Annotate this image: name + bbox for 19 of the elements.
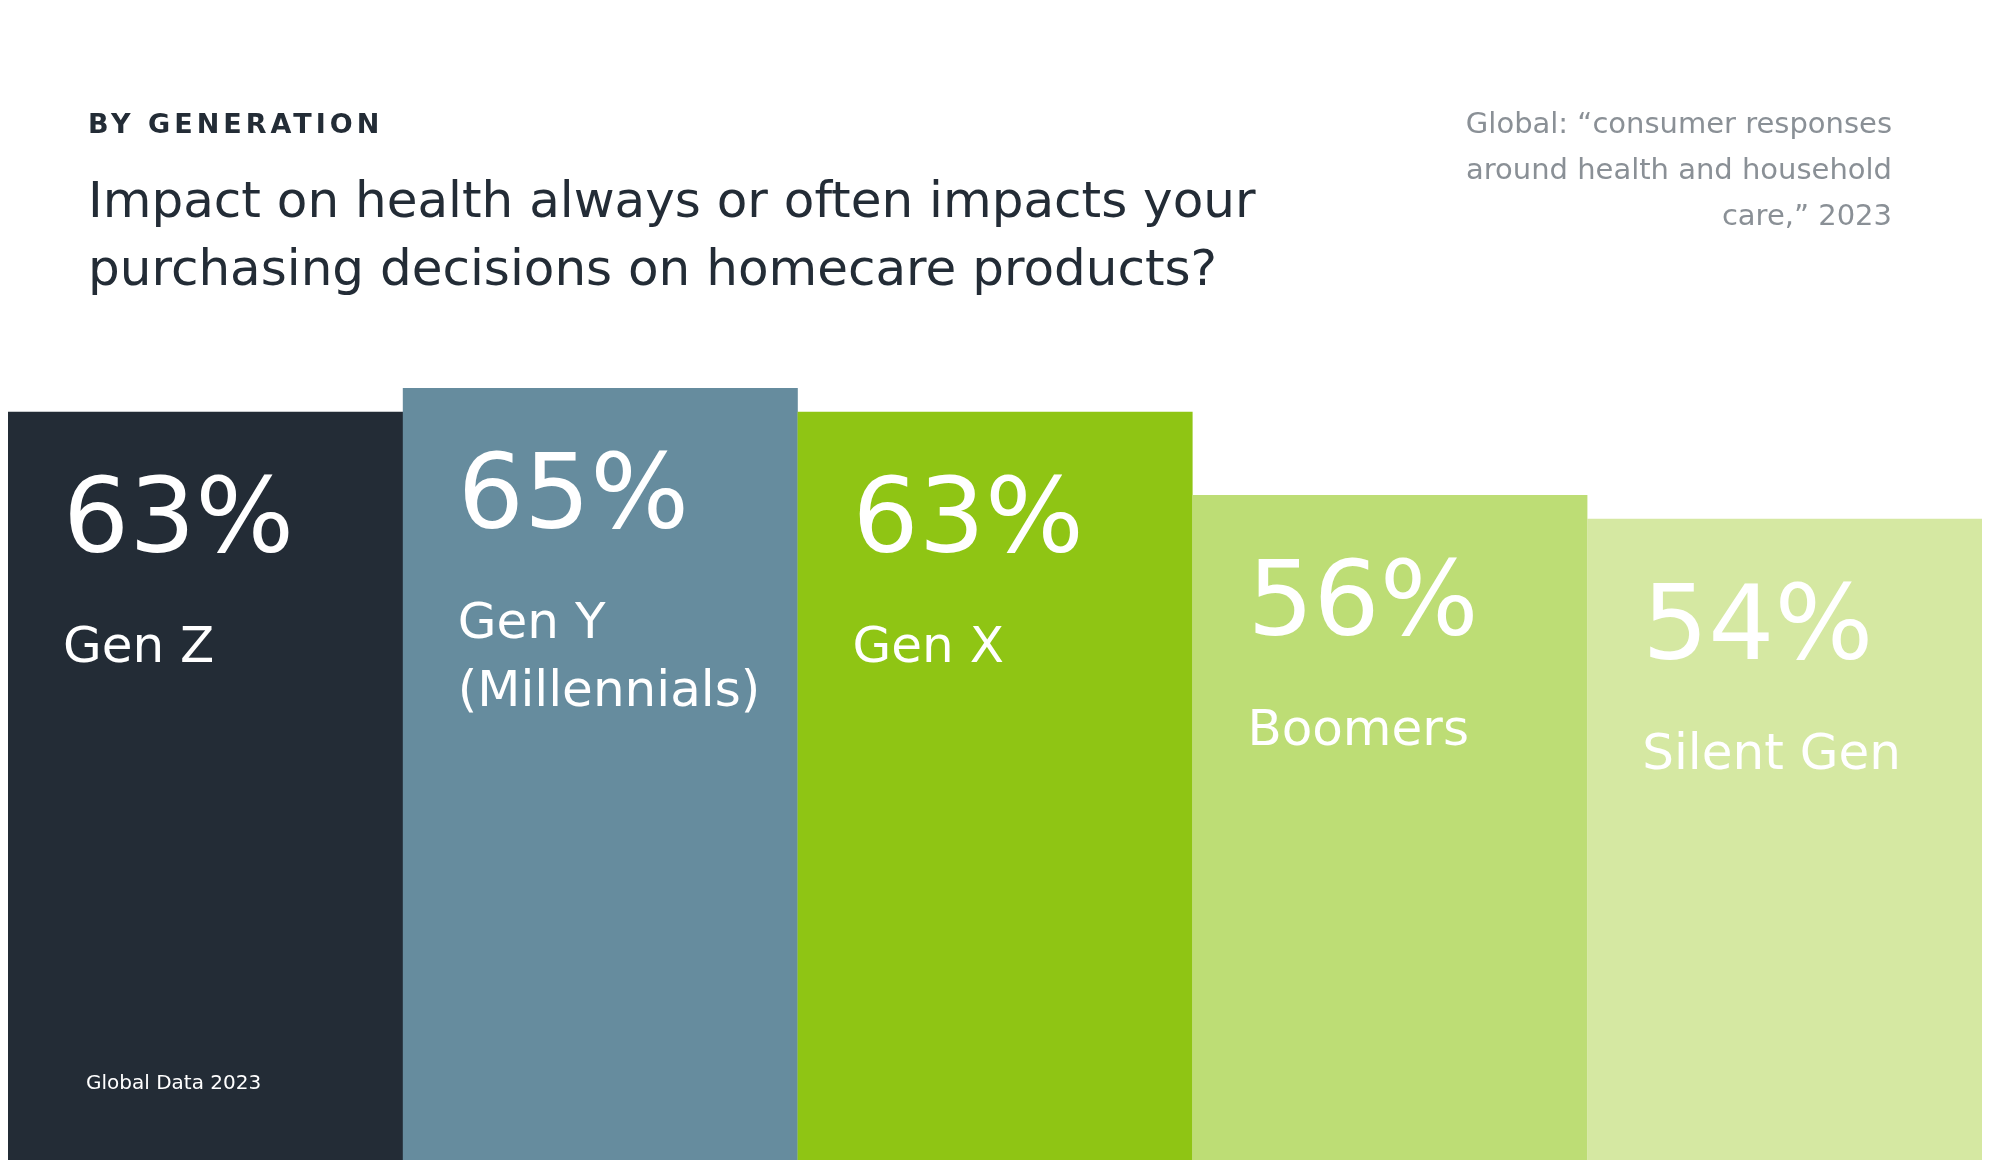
chart-title: Impact on health always or often impacts your purchasing decisions on homecare products? bbox=[88, 170, 1257, 299]
x-tick-label: Silent Gen bbox=[1642, 722, 1901, 781]
bar bbox=[1192, 494, 1588, 1160]
annotation: Global Data 2023 bbox=[86, 1070, 262, 1094]
data-label: 54% bbox=[1642, 561, 1874, 684]
data-label: 63% bbox=[63, 454, 295, 577]
data-label: 63% bbox=[852, 454, 1084, 577]
bar bbox=[402, 388, 798, 1160]
data-label: 65% bbox=[457, 431, 689, 553]
text: Global: “consumer responses around health and household care,” 2023 bbox=[1464, 105, 1892, 234]
bar bbox=[1587, 518, 1982, 1160]
bar bbox=[8, 411, 403, 1160]
bar bbox=[797, 411, 1193, 1160]
x-tick-label: Gen Z bbox=[63, 615, 215, 674]
x-tick-label: Boomers bbox=[1247, 698, 1469, 757]
data-label: 56% bbox=[1247, 537, 1479, 660]
x-tick-label: Gen Y (Millennials) bbox=[457, 592, 761, 718]
x-tick-label: Gen X bbox=[852, 615, 1004, 674]
chart-subtitle: BY GENERATION bbox=[88, 108, 384, 139]
